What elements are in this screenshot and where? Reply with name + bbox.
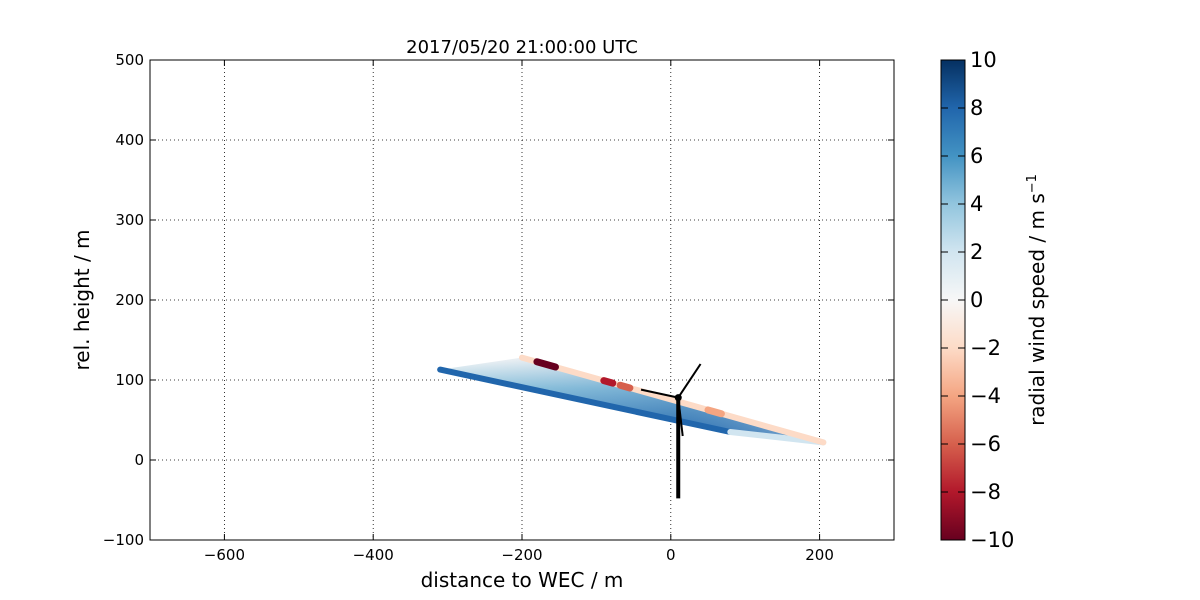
turbine-hub <box>674 394 682 402</box>
colorbar-tick-label: 6 <box>970 144 983 168</box>
colorbar-tick-label: −2 <box>970 336 1001 360</box>
y-tick-label: −100 <box>103 531 144 549</box>
y-tick-label: 300 <box>115 211 144 229</box>
colorbar-tick-label: −10 <box>970 528 1014 552</box>
y-tick-label: 200 <box>115 291 144 309</box>
chart-title: 2017/05/20 21:00:00 UTC <box>406 37 638 58</box>
colorbar-tick-label: 4 <box>970 192 983 216</box>
colorbar-tick-label: 8 <box>970 96 983 120</box>
colorbar-label: radial wind speed / m s−1 <box>1025 174 1049 426</box>
colorbar-tick-label: 2 <box>970 240 983 264</box>
turbine-blade <box>640 388 679 399</box>
colorbar-label-superscript: −1 <box>1025 174 1040 193</box>
scan-upper-beam <box>519 354 827 446</box>
turbine-blade <box>677 397 684 437</box>
y-tick-label: 500 <box>115 51 144 69</box>
negative-wind-segment <box>704 406 725 418</box>
y-tick-label: 400 <box>115 131 144 149</box>
x-tick-label: −400 <box>353 546 394 564</box>
scan-marks <box>437 354 827 446</box>
colorbar-tick-label: −4 <box>970 384 1001 408</box>
axis-ticks: −600 −400 −200 0 200 −100 0 100 200 300 400 500 <box>103 51 894 564</box>
y-axis-label: rel. height / m <box>70 229 94 370</box>
colorbar-label-text: radial wind speed / m s <box>1025 193 1049 426</box>
colorbar-tick-label: −6 <box>970 432 1001 456</box>
colorbar-ticks: 10 8 6 4 2 0 −2 −4 −6 −8 −10 <box>941 48 1014 552</box>
negative-wind-segment <box>600 377 617 387</box>
x-tick-label: 200 <box>805 546 834 564</box>
colorbar-tick-label: 10 <box>970 48 997 72</box>
x-tick-label: −600 <box>204 546 245 564</box>
grid-lines <box>150 60 894 540</box>
negative-wind-segment <box>616 381 634 392</box>
colorbar-tick-label: −8 <box>970 480 1001 504</box>
y-tick-label: 0 <box>134 451 144 469</box>
turbine-blade <box>677 363 702 399</box>
x-tick-label: −200 <box>501 546 542 564</box>
negative-wind-segment <box>533 358 559 371</box>
x-axis-label: distance to WEC / m <box>421 568 624 592</box>
y-tick-label: 100 <box>115 371 144 389</box>
x-tick-label: 0 <box>666 546 676 564</box>
colorbar-tick-label: 0 <box>970 288 983 312</box>
wind-turbine <box>640 363 702 499</box>
scan-fan-shading <box>440 357 824 443</box>
